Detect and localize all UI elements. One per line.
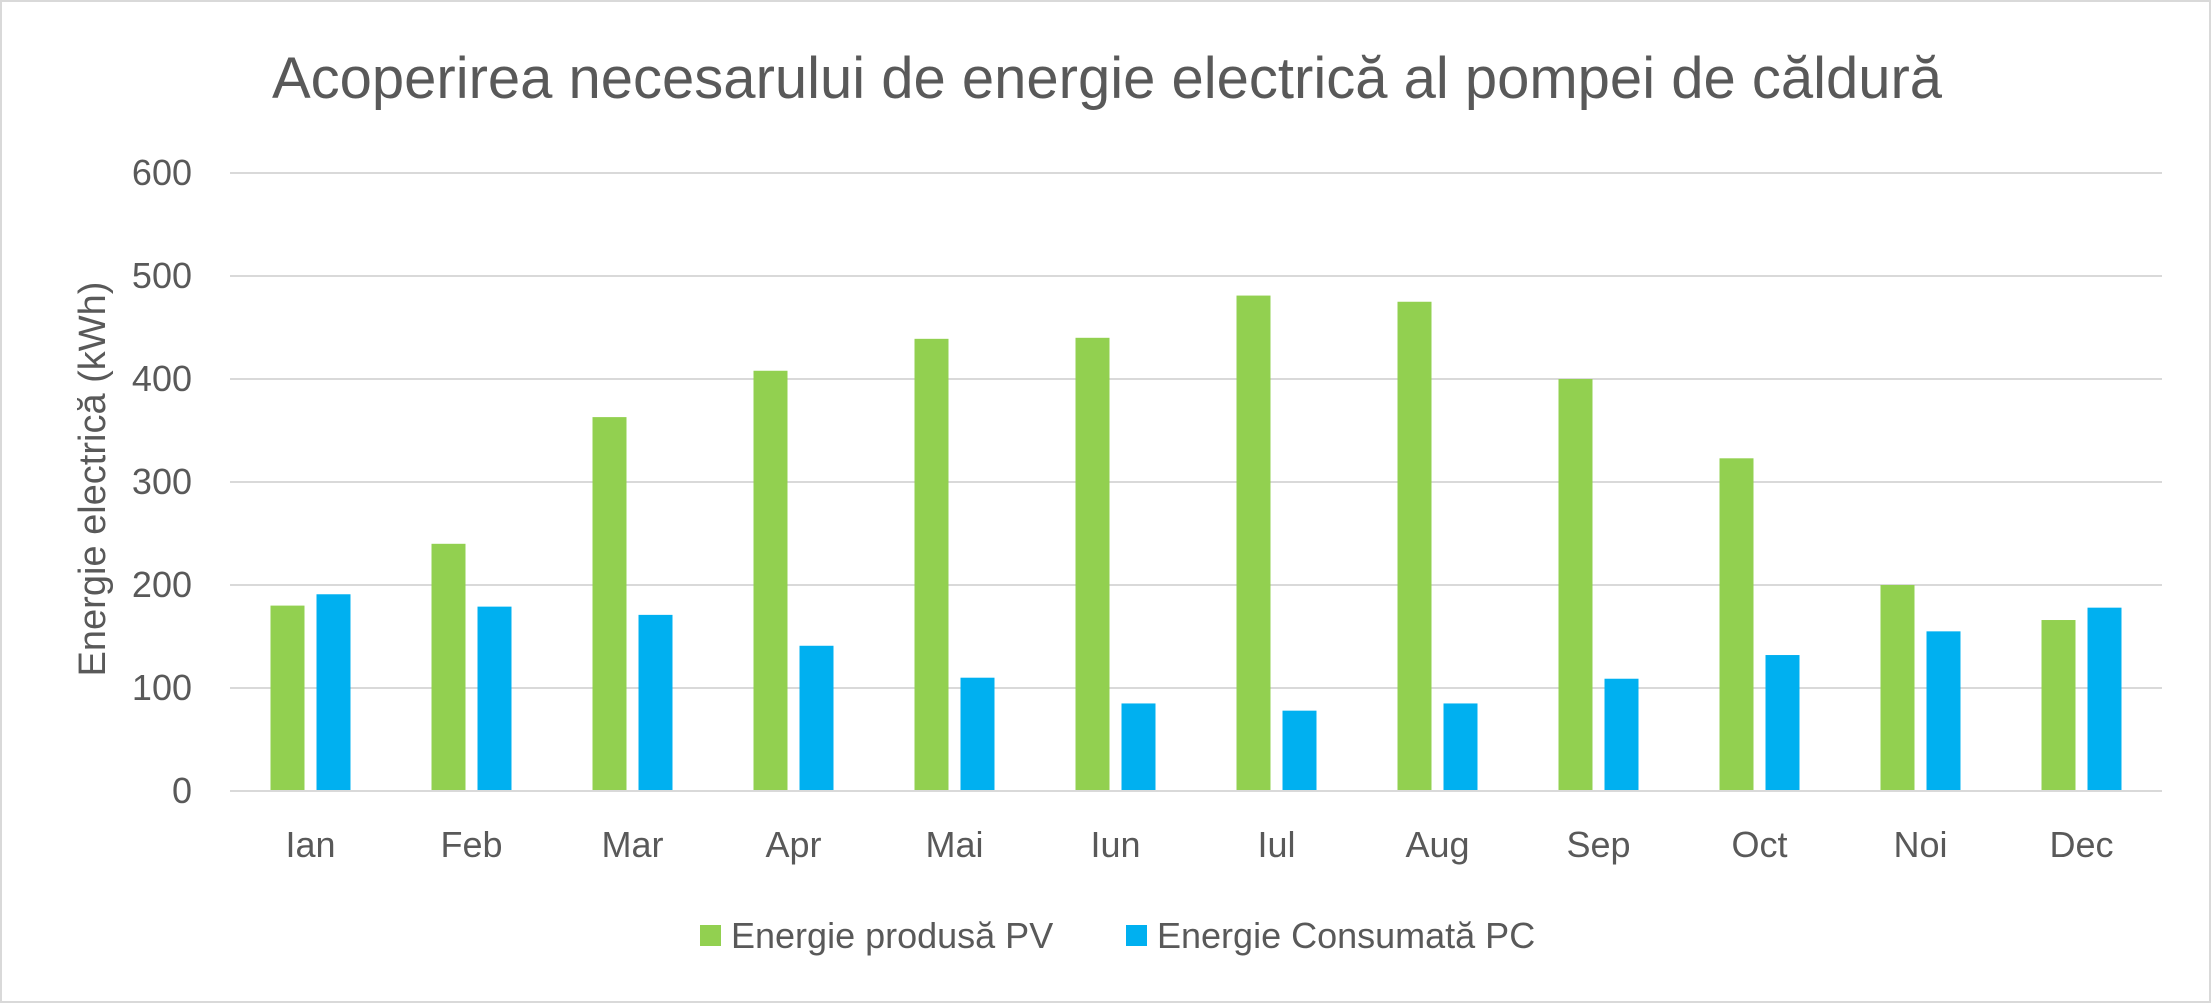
x-tick-label-iun: Iun — [1090, 824, 1140, 865]
gridlines — [230, 172, 2162, 689]
bar-pc-sep — [1604, 678, 1639, 791]
x-tick-label-mai: Mai — [925, 824, 983, 865]
bar-pc-oct — [1765, 655, 1800, 791]
y-axis-title: Energie electrică (kWh) — [72, 282, 114, 677]
bar-pv-iun — [1075, 337, 1110, 791]
y-tick-label-0: 0 — [172, 770, 192, 811]
bar-pv-iul — [1236, 295, 1271, 791]
x-tick-label-mar: Mar — [602, 824, 664, 865]
y-tick-label-600: 600 — [132, 152, 192, 193]
bar-pv-apr — [753, 370, 788, 791]
legend: Energie produsă PV Energie Consumată PC — [700, 915, 1535, 956]
x-axis-ticks: Ian Feb Mar Apr Mai Iun Iul Aug Sep Oct Noi Dec — [285, 824, 2113, 865]
x-tick-label-apr: Apr — [765, 824, 821, 865]
bar-pc-apr — [799, 645, 834, 791]
y-axis-ticks: 0 100 200 300 400 500 600 — [132, 152, 192, 811]
bar-pv-mai — [914, 338, 949, 791]
bar-pc-feb — [477, 606, 512, 791]
legend-label-0: Energie produsă PV — [731, 915, 1053, 956]
bar-pv-dec — [2041, 620, 2076, 791]
y-tick-label-100: 100 — [132, 667, 192, 708]
bar-pv-feb — [431, 543, 466, 791]
bar-pc-mai — [960, 677, 995, 791]
bar-pc-iun — [1121, 703, 1156, 791]
legend-swatch-1 — [1126, 925, 1147, 946]
bar-pc-mar — [638, 614, 673, 791]
x-tick-label-iul: Iul — [1257, 824, 1295, 865]
bar-pv-aug — [1397, 301, 1432, 791]
bar-pv-ian — [270, 605, 305, 791]
x-tick-label-oct: Oct — [1731, 824, 1787, 865]
x-tick-label-ian: Ian — [285, 824, 335, 865]
bar-pc-aug — [1443, 703, 1478, 791]
bar-pv-mar — [592, 417, 627, 791]
x-tick-label-noi: Noi — [1893, 824, 1947, 865]
bar-pv-sep — [1558, 379, 1593, 791]
x-tick-label-aug: Aug — [1405, 824, 1469, 865]
y-tick-label-300: 300 — [132, 461, 192, 502]
bars — [270, 295, 2122, 791]
x-tick-label-sep: Sep — [1566, 824, 1630, 865]
bar-pc-ian — [316, 594, 351, 791]
y-tick-label-200: 200 — [132, 564, 192, 605]
bar-pv-oct — [1719, 458, 1754, 791]
x-tick-label-feb: Feb — [440, 824, 502, 865]
bar-pc-noi — [1926, 631, 1961, 791]
bar-pc-dec — [2087, 607, 2122, 791]
legend-swatch-0 — [700, 925, 721, 946]
y-tick-label-400: 400 — [132, 358, 192, 399]
legend-label-1: Energie Consumată PC — [1157, 915, 1535, 956]
bar-pc-iul — [1282, 710, 1317, 791]
chart-title: Acoperirea necesarului de energie electr… — [272, 46, 1943, 111]
x-tick-label-dec: Dec — [2049, 824, 2113, 865]
y-tick-label-500: 500 — [132, 255, 192, 296]
bar-pv-noi — [1880, 585, 1915, 791]
